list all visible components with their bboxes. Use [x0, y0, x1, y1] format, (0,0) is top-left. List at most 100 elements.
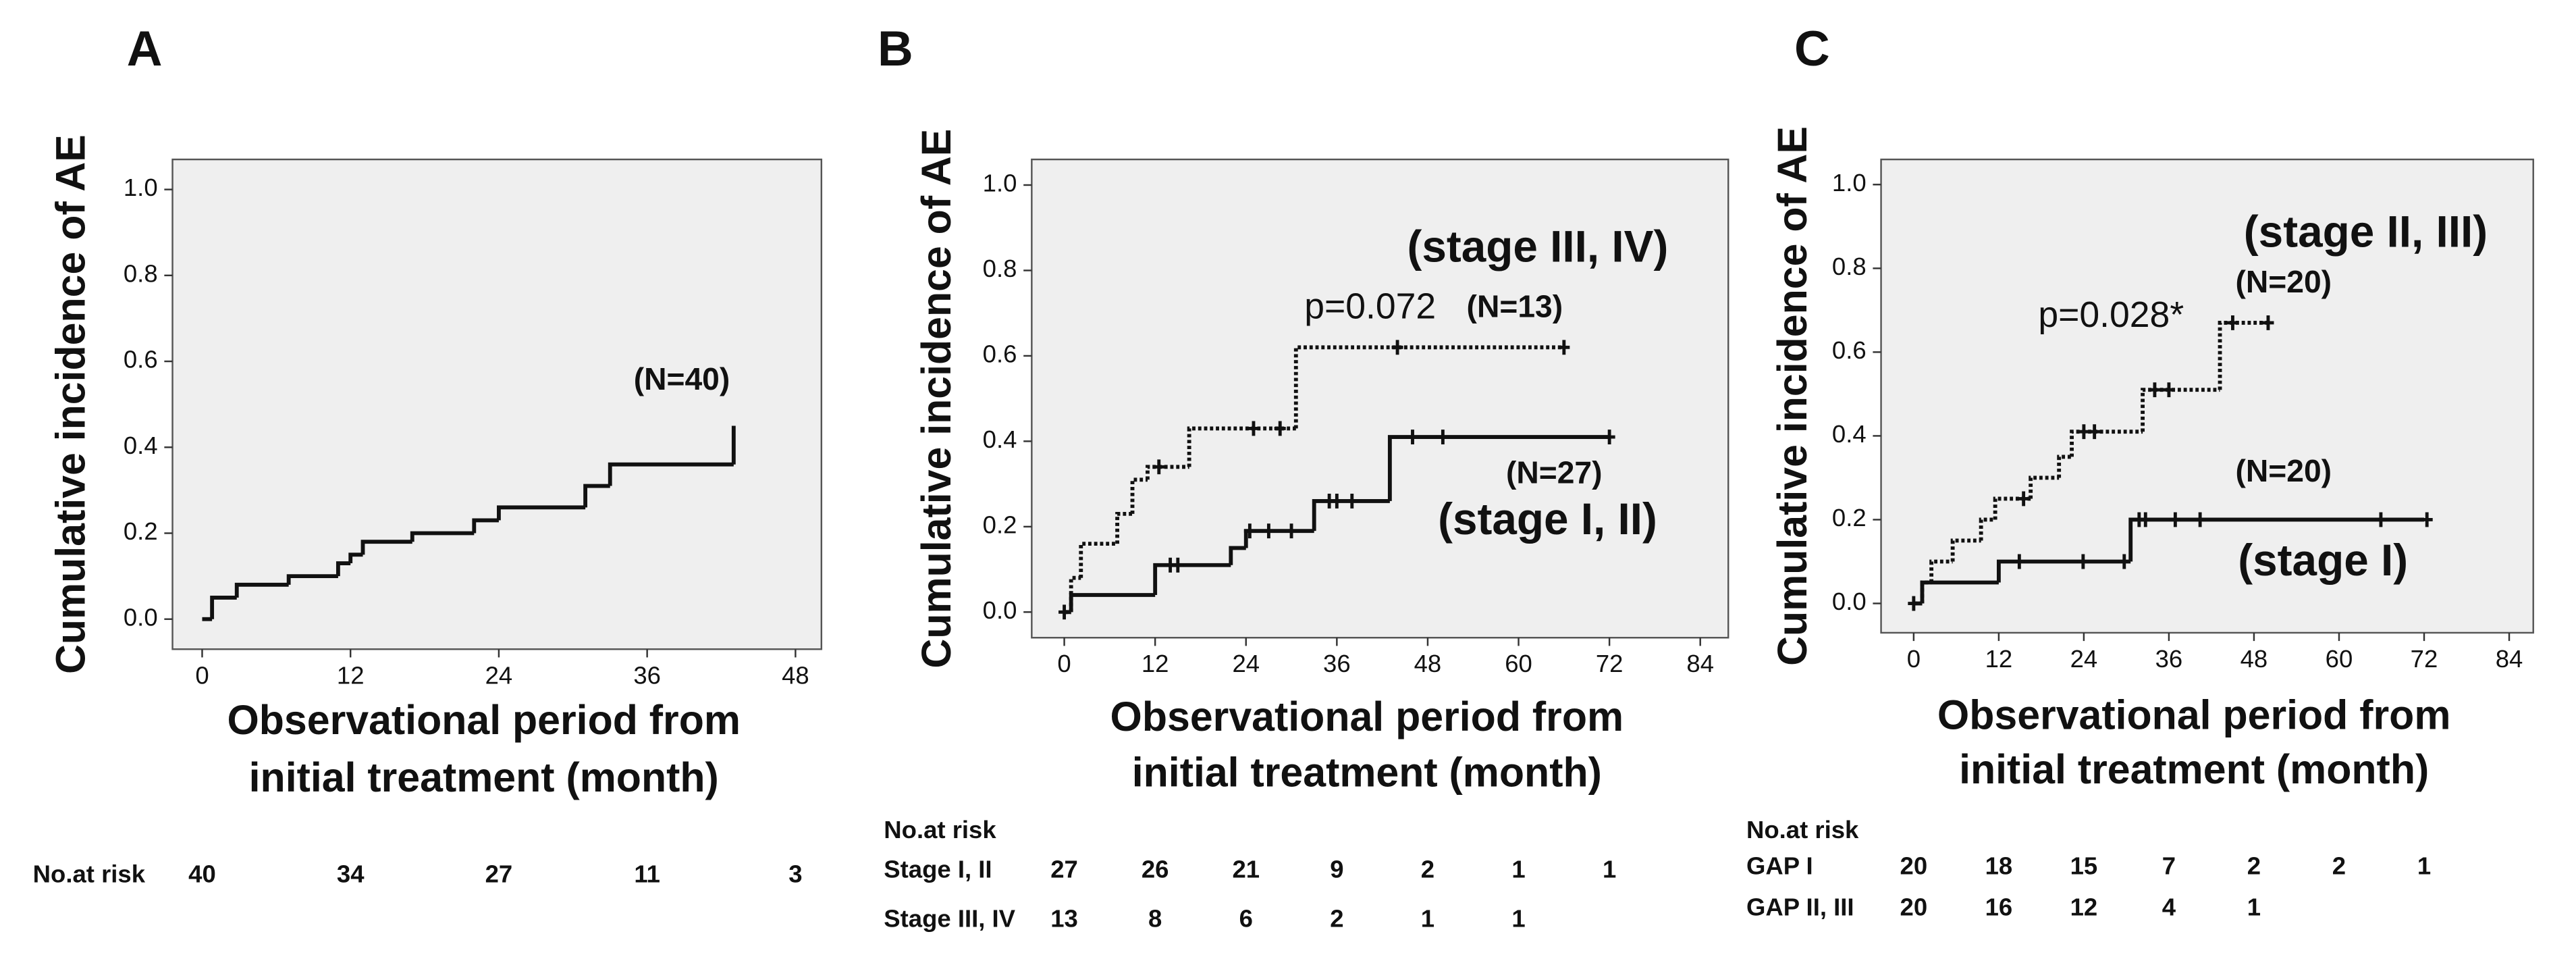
risk-count: 3	[788, 860, 802, 888]
x-tick-label: 24	[1232, 650, 1260, 677]
step-segment	[1929, 559, 1953, 583]
annotation: (stage I)	[2238, 536, 2408, 585]
x-axis-label: initial treatment (month)	[1132, 750, 1602, 796]
censor-mark	[2194, 512, 2206, 527]
censor-mark	[2169, 512, 2181, 527]
step-segment	[1950, 538, 1981, 562]
step-segment	[2029, 475, 2060, 499]
plot-area	[1031, 158, 1729, 639]
risk-count: 40	[188, 860, 216, 888]
y-tick-label: 0.0	[1832, 588, 1867, 615]
annotation: p=0.028*	[2038, 295, 2184, 335]
annotation: (stage II, III)	[2244, 207, 2488, 256]
x-axis-label: initial treatment (month)	[249, 754, 719, 800]
panel-title: C	[1794, 22, 1830, 76]
risk-count: 6	[1239, 904, 1253, 932]
step-segment	[360, 540, 412, 555]
censor-mark	[1285, 523, 1297, 539]
x-axis-label: Observational period from	[227, 697, 741, 743]
annotation: (N=20)	[2236, 264, 2332, 299]
risk-count: 26	[1142, 855, 1169, 883]
x-tick-label: 36	[2155, 645, 2183, 673]
risk-count: 34	[337, 860, 365, 888]
x-axis-label: Observational period from	[1110, 694, 1624, 740]
y-tick-label: 0.8	[983, 255, 1017, 282]
step-segment	[1187, 426, 1296, 467]
risk-count: 7	[2162, 852, 2176, 880]
censor-mark	[1058, 604, 1071, 620]
y-tick-label: 0.6	[983, 340, 1017, 368]
step-segment	[1069, 593, 1156, 613]
censor-mark	[2078, 424, 2090, 440]
step-segment	[1153, 563, 1231, 596]
risk-count: 2	[1421, 855, 1434, 883]
plot-area	[171, 158, 823, 650]
censor-mark	[1391, 340, 1403, 355]
censor-mark	[2375, 512, 2387, 527]
step-segment	[1130, 477, 1148, 514]
censor-mark	[2262, 315, 2274, 330]
step-segment	[1115, 511, 1133, 544]
censor-mark	[2077, 554, 2089, 569]
x-tick-label: 36	[633, 661, 661, 689]
y-tick-label: 0.4	[983, 425, 1017, 453]
x-tick-label: 12	[337, 661, 365, 689]
risk-count: 12	[2070, 893, 2098, 921]
annotation: p=0.072	[1304, 287, 1436, 327]
x-tick-label: 84	[2496, 645, 2523, 673]
risk-count: 1	[1511, 904, 1525, 932]
y-tick-label: 0.4	[124, 432, 158, 459]
plot-area	[1880, 158, 2534, 634]
x-tick-label: 48	[782, 661, 809, 689]
risk-row-name: GAP II, III	[1746, 893, 1854, 921]
risk-table-label: No.at risk	[1746, 816, 1859, 844]
y-tick-label: 0.2	[1832, 504, 1867, 532]
risk-row-name: Stage I, II	[884, 855, 992, 883]
step-segment	[1146, 465, 1189, 480]
x-tick-label: 84	[1686, 650, 1714, 677]
y-tick-label: 0.2	[983, 511, 1017, 538]
x-tick-label: 0	[1057, 650, 1071, 677]
censor-mark	[1603, 430, 1615, 445]
risk-count: 4	[2162, 893, 2176, 921]
step-segment	[1920, 580, 1932, 604]
y-tick-label: 0.2	[124, 517, 158, 545]
risk-count: 20	[1900, 893, 1928, 921]
x-tick-label: 60	[2326, 645, 2353, 673]
x-tick-label: 12	[1142, 650, 1169, 677]
x-tick-label: 48	[2240, 645, 2268, 673]
y-tick-label: 1.0	[983, 170, 1017, 197]
step-segment	[1979, 517, 1995, 541]
annotation: (N=27)	[1506, 455, 1603, 490]
censor-mark	[1331, 493, 1343, 509]
x-tick-label: 72	[1596, 650, 1624, 677]
censor-mark	[2013, 554, 2025, 569]
step-segment	[210, 596, 237, 619]
step-segment	[583, 484, 610, 508]
step-segment	[2070, 430, 2143, 457]
annotation: (N=13)	[1467, 289, 1563, 324]
risk-count: 15	[2070, 852, 2098, 880]
censor-mark	[1558, 340, 1570, 355]
censor-mark	[2118, 554, 2130, 569]
step-segment	[2141, 388, 2220, 432]
step-segment	[608, 462, 734, 486]
risk-count: 13	[1050, 904, 1078, 932]
risk-count: 1	[2247, 893, 2261, 921]
risk-count: 21	[1232, 855, 1260, 883]
risk-count: 11	[634, 860, 660, 888]
step-segment	[410, 531, 475, 542]
x-tick-label: 0	[195, 661, 209, 689]
step-segment	[348, 552, 363, 564]
censor-mark	[1172, 557, 1184, 573]
step-segment	[1229, 546, 1246, 565]
step-segment	[1387, 435, 1610, 501]
step-segment	[234, 582, 289, 598]
censor-mark	[1406, 430, 1419, 445]
risk-row-name: Stage III, IV	[884, 904, 1015, 932]
y-tick-label: 0.0	[983, 596, 1017, 624]
annotation: (stage I, II)	[1438, 494, 1657, 544]
y-axis-label: Cumulative incidence of AE	[48, 134, 94, 674]
y-tick-label: 0.8	[1832, 253, 1867, 280]
